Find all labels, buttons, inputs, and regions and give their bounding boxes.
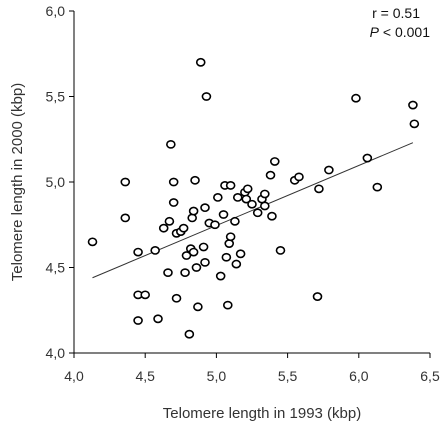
x-tick-label: 6,0 [349, 368, 369, 384]
data-point [372, 182, 383, 192]
y-tick-label: 4,5 [46, 260, 66, 276]
data-point [242, 184, 253, 194]
y-axis-title: Telomere length in 2000 (kbp) [9, 83, 26, 281]
data-point [198, 242, 209, 252]
data-point [247, 199, 257, 209]
data-point [193, 302, 203, 312]
data-point [230, 216, 240, 226]
data-point [188, 206, 199, 216]
data-point [120, 177, 131, 187]
y-tick-label: 5,0 [46, 174, 66, 190]
data-point [171, 293, 182, 303]
data-point [133, 316, 143, 325]
data-point [312, 292, 323, 301]
x-tick-label: 6,5 [420, 368, 440, 384]
data-point [218, 210, 229, 219]
data-point [168, 198, 179, 207]
data-point [324, 165, 334, 175]
ticks [69, 10, 431, 358]
data-point [180, 268, 190, 278]
data-point [269, 157, 280, 166]
data-point [188, 247, 199, 257]
data-point [225, 232, 236, 242]
data-point [210, 220, 220, 230]
data-point [409, 119, 420, 129]
y-tick-label: 5,5 [46, 89, 66, 105]
x-tick-label: 4,5 [135, 368, 155, 384]
data-point [195, 57, 206, 67]
correlation-annotation: r = 0.51 [372, 5, 420, 21]
regression-line [92, 142, 414, 279]
data-point [221, 252, 232, 262]
data-point [200, 203, 210, 213]
data-point [224, 239, 235, 248]
y-tick-label: 6,0 [46, 3, 66, 19]
data-point [351, 93, 361, 103]
data-point [153, 314, 163, 324]
data-point [314, 184, 324, 194]
data-point [184, 329, 195, 339]
x-tick-label: 5,5 [278, 368, 298, 384]
data-point [294, 172, 304, 182]
p-value-text: < 0.001 [379, 24, 430, 40]
data-point [181, 251, 192, 260]
data-point [87, 237, 98, 247]
data-point [187, 213, 197, 223]
data-point [222, 300, 233, 310]
data-point [232, 192, 243, 202]
data-point [164, 216, 175, 226]
data-point [362, 153, 373, 163]
data-point [215, 271, 226, 281]
data-point [265, 170, 276, 180]
p-symbol: P [370, 24, 380, 40]
p-value-annotation: P < 0.001 [370, 24, 431, 40]
data-point [190, 175, 200, 185]
data-point [231, 259, 242, 269]
data-point [133, 247, 143, 257]
data-point [200, 257, 210, 267]
data-point [168, 177, 179, 187]
data-point [408, 100, 418, 110]
data-point [178, 223, 189, 233]
x-tick-label: 5,0 [207, 368, 227, 384]
tick-labels: 4,0 4,5 5,0 5,5 6,0 6,5 4,0 4,5 5,0 5,5 6,0 [46, 3, 440, 384]
data-point [252, 208, 263, 218]
x-axis-title: Telomere length in 1993 (kbp) [163, 405, 361, 422]
data-point [201, 92, 212, 101]
data-points [87, 57, 420, 339]
data-point [260, 189, 270, 199]
data-point [191, 263, 202, 272]
data-point [213, 192, 223, 202]
data-point [158, 223, 169, 233]
data-point [120, 213, 131, 223]
y-tick-label: 4,0 [46, 345, 66, 361]
data-point [267, 211, 277, 221]
data-point [140, 290, 150, 300]
data-point [150, 245, 160, 255]
data-point [275, 245, 286, 255]
data-point [166, 139, 176, 149]
x-tick-label: 4,0 [64, 368, 84, 384]
data-point [235, 249, 246, 259]
data-point [163, 268, 173, 278]
data-point [241, 194, 252, 204]
data-point [260, 201, 270, 211]
data-point [225, 181, 236, 190]
